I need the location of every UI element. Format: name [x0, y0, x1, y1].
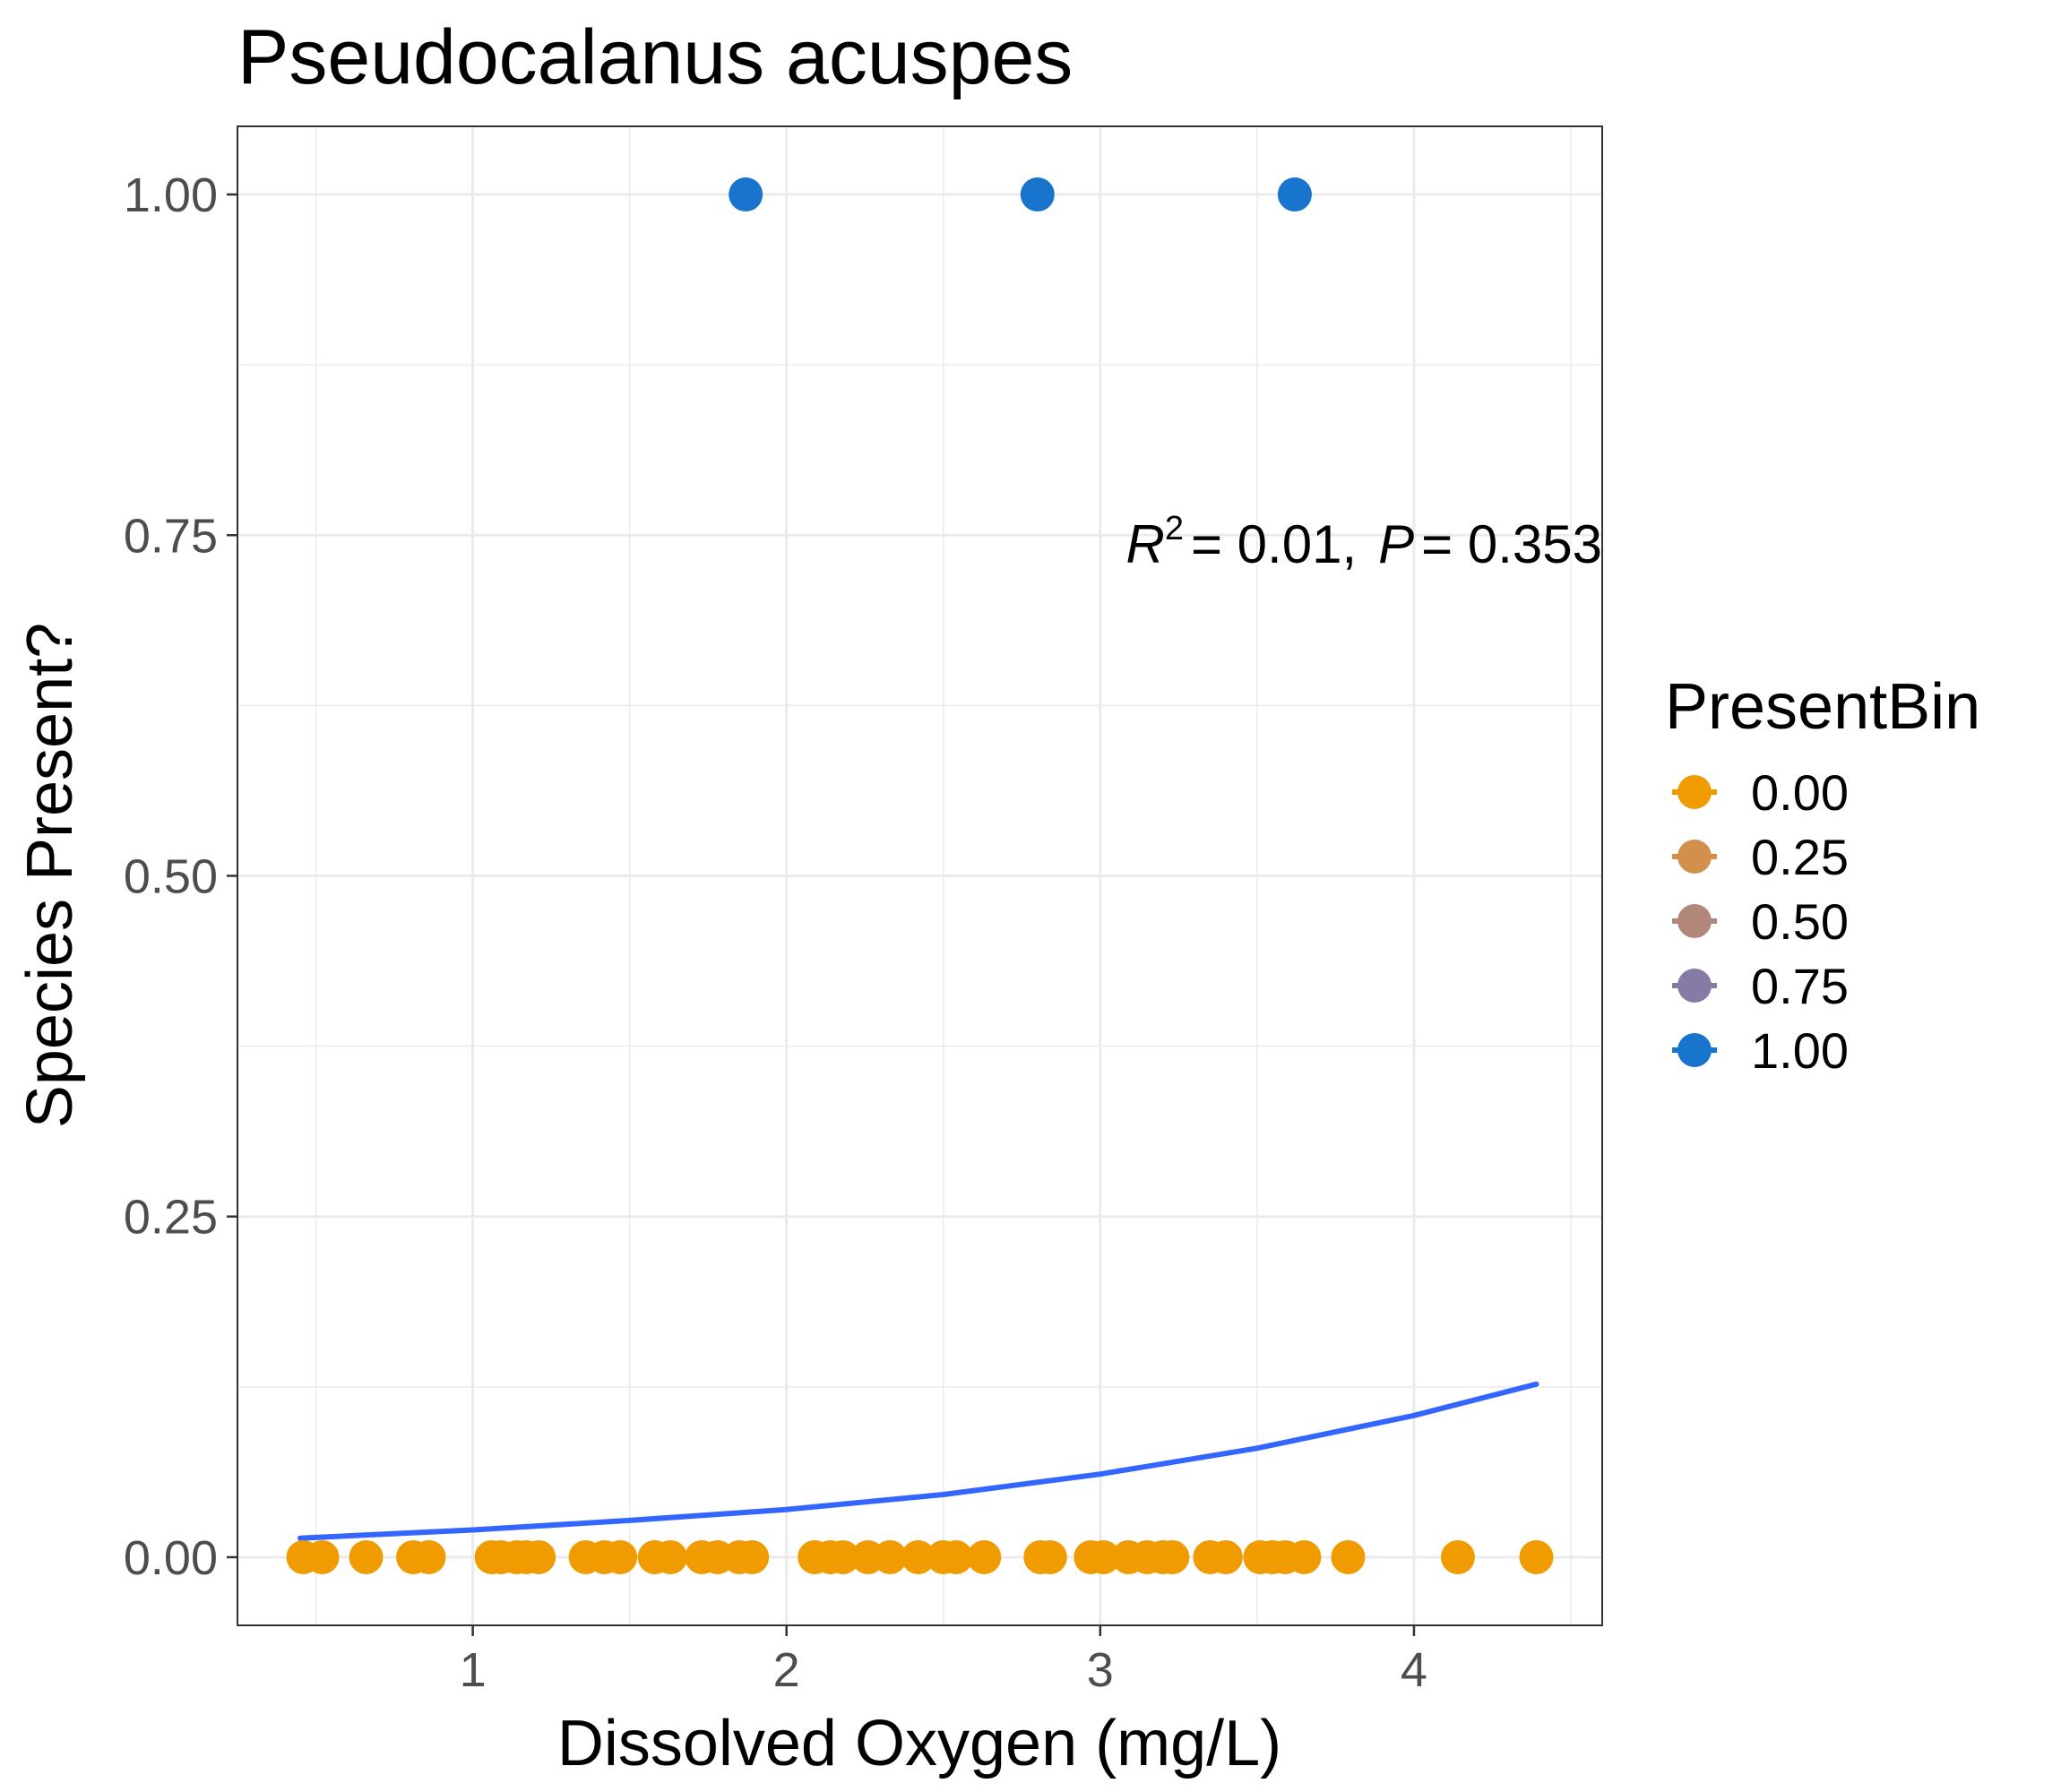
p-symbol: P — [1378, 514, 1414, 574]
data-point-absent — [305, 1539, 340, 1574]
r2-value: = 0.01, — [1191, 514, 1357, 574]
x-tick-label: 4 — [1401, 1643, 1427, 1697]
legend-key-point — [1677, 904, 1712, 938]
data-point-absent — [349, 1539, 384, 1574]
x-tick-label: 3 — [1087, 1643, 1114, 1697]
x-tick-label: 1 — [460, 1643, 487, 1697]
legend-item: 0.50 — [1672, 893, 1849, 950]
y-tick-label: 0.50 — [124, 850, 218, 904]
y-tick-label: 0.25 — [124, 1191, 218, 1245]
data-point-absent — [1032, 1539, 1067, 1574]
legend-key-point — [1677, 840, 1712, 874]
data-point-absent — [901, 1539, 936, 1574]
data-point-absent — [873, 1539, 908, 1574]
x-axis-title: Dissolved Oxygen (mg/L) — [557, 1708, 1281, 1779]
data-point-absent — [1155, 1539, 1190, 1574]
data-point-absent — [603, 1539, 638, 1574]
legend-item: 0.00 — [1672, 764, 1849, 821]
x-tick-label: 2 — [773, 1643, 800, 1697]
r2-symbol: R — [1125, 514, 1164, 574]
data-point-absent — [825, 1539, 860, 1574]
data-point-absent — [1287, 1539, 1322, 1574]
data-point-absent — [1519, 1539, 1554, 1574]
data-point-present — [1020, 177, 1055, 212]
legend-key-point — [1677, 1033, 1712, 1067]
legend-title: PresentBin — [1665, 671, 1980, 743]
legend-label: 1.00 — [1751, 1022, 1849, 1079]
legend-label: 0.00 — [1751, 764, 1849, 821]
data-point-absent — [522, 1539, 556, 1574]
fit-curve-layer — [298, 1381, 1539, 1541]
regression-annotation: R2 = 0.01, P = 0.353 — [1125, 510, 1602, 574]
y-tick-label: 0.75 — [124, 509, 218, 563]
y-tick-label: 1.00 — [124, 168, 218, 222]
r2-superscript: 2 — [1165, 510, 1184, 547]
data-points — [286, 177, 1554, 1574]
legend: PresentBin 0.00 0.25 0.50 0.75 1.00 — [1665, 671, 1980, 1079]
legend-item: 0.75 — [1672, 958, 1849, 1014]
data-point-absent — [1331, 1539, 1366, 1574]
data-point-present — [1277, 177, 1312, 212]
data-point-absent — [411, 1539, 446, 1574]
axes: 1 2 3 4 0.00 0.25 0.50 0.75 1.00 — [124, 168, 1427, 1697]
data-point-absent — [938, 1539, 973, 1574]
grid-lines — [237, 126, 1602, 1625]
data-point-absent — [653, 1539, 688, 1574]
legend-item: 0.25 — [1672, 829, 1849, 885]
data-point-absent — [1440, 1539, 1475, 1574]
data-point-absent — [1208, 1539, 1243, 1574]
legend-label: 0.75 — [1751, 958, 1849, 1014]
chart-title: Pseudocalanus acuspes — [237, 14, 1073, 100]
data-point-absent — [1086, 1539, 1121, 1574]
legend-key-point — [1677, 969, 1712, 1003]
data-point-absent — [735, 1539, 770, 1574]
legend-label: 0.50 — [1751, 893, 1849, 950]
legend-label: 0.25 — [1751, 829, 1849, 885]
data-point-absent — [967, 1539, 1002, 1574]
p-value: = 0.353 — [1421, 514, 1602, 574]
logistic-fit-curve — [298, 1381, 1539, 1541]
legend-key-point — [1677, 775, 1712, 809]
y-axis-title: Species Present? — [14, 623, 86, 1128]
y-tick-label: 0.00 — [124, 1531, 218, 1585]
legend-item: 1.00 — [1672, 1022, 1849, 1079]
data-point-present — [729, 177, 763, 212]
